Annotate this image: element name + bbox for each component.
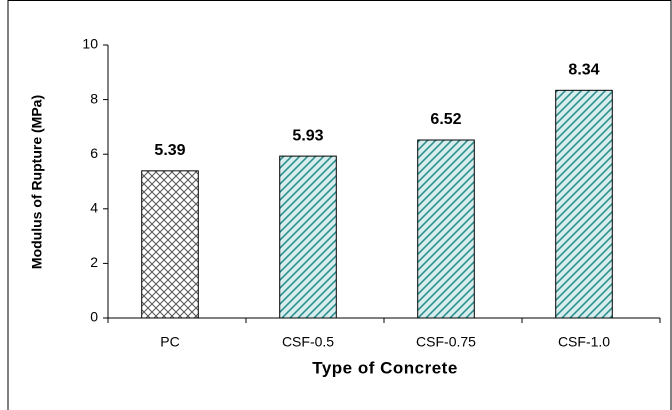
x-tick-label: CSF-1.0: [558, 334, 610, 350]
data-label: 5.39: [154, 142, 185, 159]
bar: [417, 139, 475, 319]
x-tick-label: PC: [160, 334, 179, 350]
y-tick-label: 8: [90, 90, 98, 106]
bar: [141, 170, 199, 319]
x-axis-title: Type of Concrete: [312, 358, 458, 377]
bar: [555, 89, 613, 319]
x-tick-label: CSF-0.75: [416, 334, 476, 350]
chart-frame: [7, 0, 672, 410]
y-tick-label: 6: [90, 145, 98, 161]
y-axis-title: Modulus of Rupture (MPa): [29, 95, 45, 269]
y-tick-label: 0: [90, 309, 98, 325]
data-label: 5.93: [292, 127, 323, 144]
y-tick-label: 4: [90, 200, 98, 216]
data-label: 8.34: [568, 62, 599, 79]
x-tick-label: CSF-0.5: [282, 334, 334, 350]
data-label: 6.52: [430, 111, 461, 128]
y-tick-label: 2: [90, 254, 98, 270]
y-tick-label: 10: [82, 36, 98, 52]
bar: [279, 155, 337, 319]
